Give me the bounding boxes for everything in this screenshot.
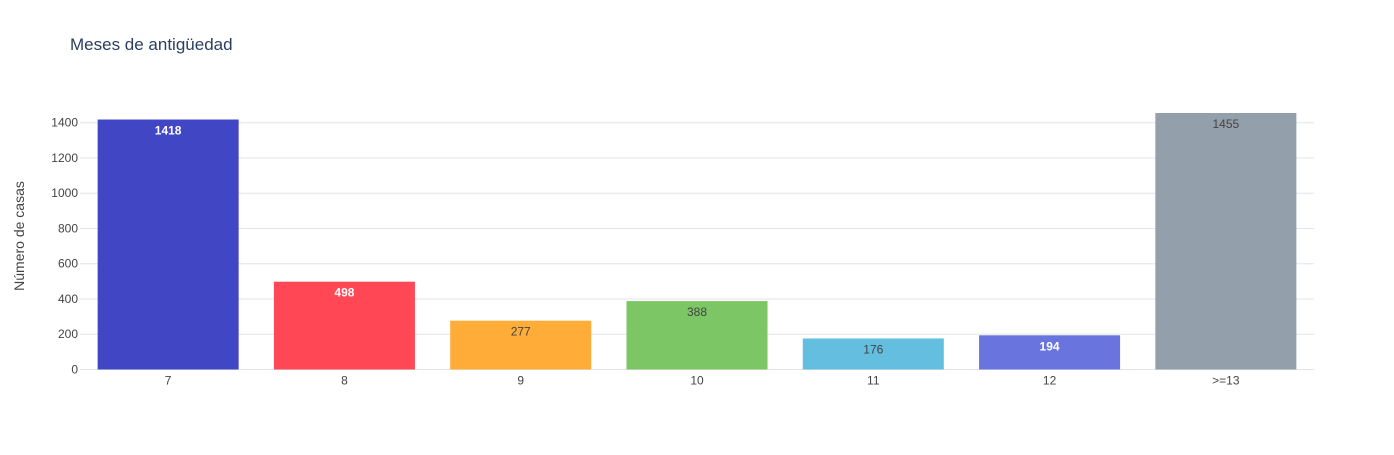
data-label: 1418 [155, 124, 182, 138]
bar-9[interactable] [450, 320, 592, 370]
bar-10[interactable] [626, 301, 768, 370]
bars[interactable] [97, 113, 1297, 370]
x-axis-ticks: 7 8 9 10 11 12 >=13 [165, 374, 1240, 388]
bar-11[interactable] [802, 338, 944, 370]
x-tick-label: 12 [1043, 374, 1057, 388]
y-axis-ticks: 0 200 400 600 800 1000 1200 1400 [51, 116, 78, 377]
chart-title: Meses de antigüedad [70, 35, 233, 54]
x-tick-label: 8 [341, 374, 348, 388]
x-tick-label: 10 [690, 374, 704, 388]
data-label: 194 [1040, 339, 1060, 353]
data-label: 176 [863, 342, 883, 356]
data-label: 1455 [1213, 117, 1240, 131]
x-tick-label: 9 [517, 374, 524, 388]
bar-12[interactable] [979, 335, 1121, 370]
x-tick-label: 11 [867, 374, 880, 388]
y-tick-label: 400 [58, 292, 78, 306]
y-tick-label: 200 [58, 327, 78, 341]
y-axis-label: Número de casas [11, 181, 27, 291]
data-label: 277 [511, 325, 531, 339]
data-labels: 1418 498 277 388 176 194 1455 [155, 117, 1240, 356]
y-tick-label: 1400 [51, 116, 78, 130]
y-tick-label: 1000 [51, 186, 78, 200]
bar-8[interactable] [273, 281, 415, 370]
data-label: 388 [687, 305, 707, 319]
y-tick-label: 1200 [51, 151, 78, 165]
bar-13[interactable] [1155, 113, 1297, 370]
y-tick-label: 600 [58, 257, 78, 271]
bar-7[interactable] [97, 119, 239, 370]
data-label: 498 [334, 286, 354, 300]
y-tick-label: 800 [58, 221, 78, 235]
x-tick-label: 7 [165, 374, 172, 388]
y-tick-label: 0 [71, 363, 78, 377]
x-tick-label: >=13 [1212, 374, 1240, 388]
